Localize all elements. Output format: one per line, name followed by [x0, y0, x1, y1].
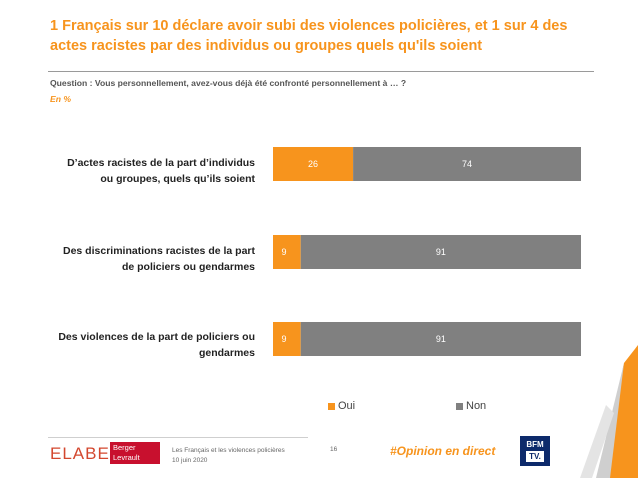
- legend-item-non: Non: [456, 400, 486, 412]
- bar-non-1: [300, 235, 581, 269]
- data-label-oui-0: 26: [308, 159, 318, 169]
- category-label-0-line-0: D’actes racistes de la part d’individus: [67, 157, 255, 169]
- bar-oui-1: [273, 235, 301, 269]
- header-divider: [48, 71, 594, 72]
- bfmtv-logo-top: BFM: [526, 440, 544, 449]
- elabe-logo: ELABE: [50, 444, 110, 463]
- data-label-non-2: 91: [436, 334, 446, 344]
- category-label-1-line-1: de policiers ou gendarmes: [121, 261, 255, 273]
- data-label-oui-1: 9: [281, 247, 286, 257]
- survey-question: Question : Vous personnellement, avez-vo…: [50, 78, 407, 88]
- bar-oui-2: [273, 322, 301, 356]
- footer-divider: [48, 437, 308, 438]
- category-label-0-line-1: ou groupes, quels qu’ils soient: [100, 173, 255, 185]
- unit-label: En %: [50, 94, 72, 104]
- category-label-1-line-0: Des discriminations racistes de la part: [63, 245, 255, 257]
- source-line-date: 10 juin 2020: [172, 457, 208, 464]
- legend-label-oui: Oui: [338, 400, 356, 412]
- legend-swatch-non: [456, 402, 463, 410]
- category-label-2: Des violences de la part de policiers ou…: [55, 329, 255, 361]
- category-label-0: D’actes racistes de la part d’individus …: [55, 155, 255, 187]
- page-number: 16: [330, 446, 338, 453]
- bar-oui-0: [273, 147, 354, 181]
- bar-non-2: [300, 322, 581, 356]
- legend-swatch-oui: [328, 402, 335, 410]
- legend-item-oui: Oui: [328, 400, 355, 412]
- chart-legend: Oui Non: [328, 400, 528, 416]
- berger-levrault-logo: Berger Levrault: [110, 442, 160, 464]
- bar-non-0: [353, 147, 581, 181]
- category-label-2-line-1: gendarmes: [198, 347, 255, 359]
- chart-title: 1 Français sur 10 déclare avoir subi des…: [50, 18, 568, 54]
- hashtag: #Opinion en direct: [390, 444, 496, 458]
- data-label-oui-2: 9: [281, 334, 286, 344]
- category-label-2-line-0: Des violences de la part de policiers ou: [58, 331, 255, 343]
- legend-label-non: Non: [466, 400, 487, 412]
- category-label-1: Des discriminations racistes de la part …: [55, 243, 255, 275]
- source-line-title: Les Français et les violences policières: [172, 447, 285, 454]
- brand-triangle-decoration: [580, 345, 638, 478]
- bfmtv-logo-bottom: TV.: [526, 451, 544, 462]
- source-note: Les Français et les violences policières…: [172, 446, 285, 466]
- bfmtv-logo: BFM TV.: [520, 436, 550, 466]
- data-label-non-1: 91: [436, 247, 446, 257]
- data-label-non-0: 74: [462, 159, 472, 169]
